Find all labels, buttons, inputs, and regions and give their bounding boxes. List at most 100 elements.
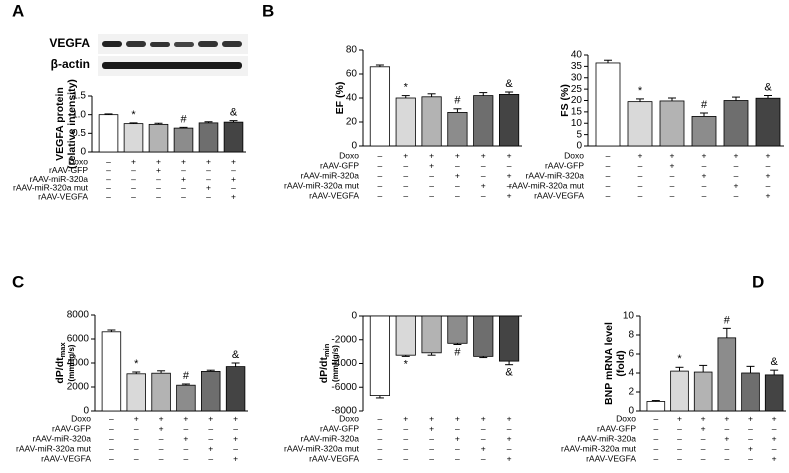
treatment-sign: + [131,156,136,166]
y-tick-label: 0 [83,406,89,417]
treatment-sign: – [134,453,139,463]
treatment-sign: + [429,423,434,433]
y-tick-label: 6 [628,349,634,360]
bar [764,374,784,412]
bar [201,370,221,412]
treatment-sign: + [507,413,512,423]
blot-band [222,41,242,47]
y-tick-label: 15 [571,107,583,118]
bar [176,384,196,412]
bar [395,97,416,147]
treatment-sign: + [481,180,486,190]
treatment-sign: – [403,433,408,443]
treatment-sign: + [208,413,213,423]
treatment-label: rAAV-VEGFA [38,191,88,201]
treatment-sign: – [131,174,136,184]
y-axis-unit: (mmHg/s) [331,345,340,382]
treatment-sign: – [702,180,707,190]
treatment-label: rAAV-miR-320a [301,170,360,180]
treatment-sign: + [734,150,739,160]
treatment-sign: – [772,443,777,453]
treatment-sign: – [159,433,164,443]
treatment-sign: – [109,423,114,433]
treatment-sign: – [378,433,383,443]
treatment-sign: + [766,190,771,200]
treatment-sign: – [378,423,383,433]
bar [498,94,520,147]
significance-label: & [230,107,238,119]
treatment-label: rAAV-miR-320a [33,433,92,443]
bar [369,66,391,147]
treatment-sign: – [403,423,408,433]
treatment-sign: – [206,174,211,184]
treatment-sign: – [481,170,486,180]
significance-label: # [183,370,190,382]
y-tick-label: 2000 [67,382,90,393]
treatment-sign: + [507,433,512,443]
bar [741,372,760,412]
y-tick-label: -4000 [331,358,357,369]
y-tick-label: 40 [571,50,583,61]
treatment-sign: – [481,190,486,200]
treatment-label: rAAV-GFP [320,160,359,170]
treatment-sign: + [507,150,512,160]
treatment-sign: – [429,433,434,443]
treatment-sign: + [724,413,729,423]
treatment-sign: – [156,183,161,193]
treatment-sign: – [403,443,408,453]
treatment-sign: + [507,453,512,463]
y-tick-label: -8000 [331,406,357,417]
treatment-sign: – [181,183,186,193]
treatment-sign: – [134,443,139,453]
bar [723,100,749,147]
bar [151,372,171,412]
treatment-sign: – [109,453,114,463]
treatment-sign: – [403,453,408,463]
significance-label: & [764,81,772,93]
treatment-label: rAAV-VEGFA [41,453,91,463]
significance-label: # [180,113,187,125]
y-tick-label: 4 [628,368,634,379]
treatment-sign: – [677,443,682,453]
treatment-sign: – [455,160,460,170]
treatment-sign: – [208,423,213,433]
treatment-sign: + [481,443,486,453]
treatment-sign: – [507,423,512,433]
treatment-sign: – [429,190,434,200]
bar [670,370,689,412]
bar [627,101,653,147]
treatment-label: rAAV-VEGFA [309,453,359,463]
blot-band [126,41,146,47]
y-axis-label: (relative intensity) [66,79,78,169]
treatment-sign: + [772,413,777,423]
significance-label: * [131,109,136,121]
western-blot [98,34,248,76]
bar [225,366,246,412]
significance-label: & [770,356,778,368]
treatment-sign: – [106,183,111,193]
y-axis-unit: (mmHg/s) [67,344,76,381]
treatment-sign: – [429,453,434,463]
treatment-sign: – [701,453,706,463]
y-tick-label: 0 [628,406,634,417]
treatment-sign: – [606,160,611,170]
treatment-sign: + [481,150,486,160]
treatment-sign: – [507,180,512,190]
treatment-sign: – [606,150,611,160]
y-tick-label: 20 [346,117,358,128]
treatment-sign: – [481,453,486,463]
treatment-label: rAAV-miR-320a mut [16,443,92,453]
treatment-sign: – [748,453,753,463]
treatment-sign: – [378,453,383,463]
treatment-label: rAAV-miR-320a mut [284,443,360,453]
treatment-sign: – [429,443,434,453]
treatment-sign: – [231,165,236,175]
y-axis-label: dP/dtmax [54,342,67,384]
treatment-label: rAAV-miR-320a mut [509,180,585,190]
treatment-sign: + [231,156,236,166]
treatment-sign: + [455,433,460,443]
y-axis-label-text: dP/dt [54,357,66,384]
bar [659,100,685,147]
bar [223,121,244,153]
treatment-sign: + [156,165,161,175]
